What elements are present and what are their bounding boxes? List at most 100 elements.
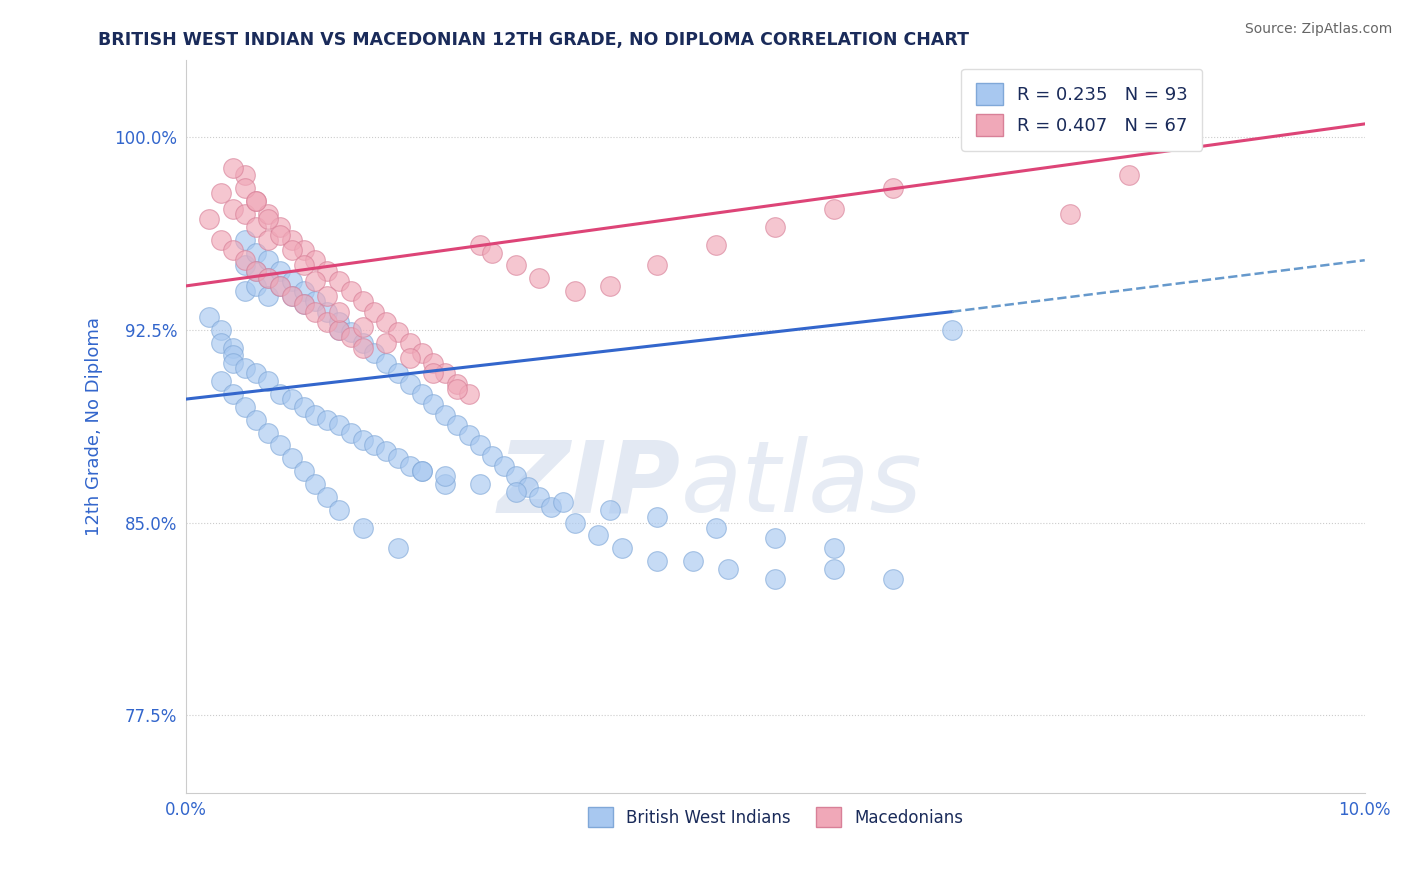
Point <box>257 207 280 221</box>
Point <box>222 387 245 401</box>
Point <box>387 367 409 381</box>
Text: BRITISH WEST INDIAN VS MACEDONIAN 12TH GRADE, NO DIPLOMA CORRELATION CHART: BRITISH WEST INDIAN VS MACEDONIAN 12TH G… <box>98 31 969 49</box>
Point <box>304 304 326 318</box>
Point <box>257 233 280 247</box>
Point <box>1059 207 1081 221</box>
Point <box>233 169 256 183</box>
Point <box>245 194 267 208</box>
Point <box>328 274 350 288</box>
Point <box>516 479 538 493</box>
Point <box>411 346 433 360</box>
Point <box>209 233 232 247</box>
Point <box>233 233 256 247</box>
Point <box>269 279 291 293</box>
Text: atlas: atlas <box>681 436 922 533</box>
Point <box>647 258 669 272</box>
Point <box>599 502 621 516</box>
Point <box>352 294 374 309</box>
Point <box>292 464 315 478</box>
Point <box>375 356 398 370</box>
Point <box>610 541 633 556</box>
Point <box>446 382 468 396</box>
Point <box>245 367 267 381</box>
Point <box>316 413 339 427</box>
Point <box>717 562 740 576</box>
Point <box>269 263 291 277</box>
Point <box>647 510 669 524</box>
Point <box>292 400 315 414</box>
Point <box>340 325 363 339</box>
Point <box>292 243 315 257</box>
Point <box>233 361 256 376</box>
Point <box>588 528 610 542</box>
Point <box>422 356 444 370</box>
Point <box>269 279 291 293</box>
Point <box>328 323 350 337</box>
Point <box>292 284 315 298</box>
Legend: British West Indians, Macedonians: British West Indians, Macedonians <box>579 798 972 836</box>
Point <box>257 212 280 227</box>
Point <box>551 495 574 509</box>
Point <box>682 554 704 568</box>
Point <box>434 367 457 381</box>
Text: ZIP: ZIP <box>498 436 681 533</box>
Point <box>316 263 339 277</box>
Point <box>292 297 315 311</box>
Text: Source: ZipAtlas.com: Source: ZipAtlas.com <box>1244 22 1392 37</box>
Point <box>281 392 304 406</box>
Point <box>269 387 291 401</box>
Point <box>494 458 516 473</box>
Point <box>457 428 479 442</box>
Point <box>434 408 457 422</box>
Point <box>233 253 256 268</box>
Point <box>269 438 291 452</box>
Point <box>340 425 363 440</box>
Point <box>328 323 350 337</box>
Point <box>281 274 304 288</box>
Point <box>446 417 468 432</box>
Point <box>304 253 326 268</box>
Point <box>823 541 845 556</box>
Point <box>257 271 280 285</box>
Point <box>209 323 232 337</box>
Point <box>422 397 444 411</box>
Point <box>222 243 245 257</box>
Point <box>434 477 457 491</box>
Point <box>198 212 221 227</box>
Point <box>222 348 245 362</box>
Point <box>387 451 409 466</box>
Point <box>269 219 291 234</box>
Point <box>233 207 256 221</box>
Point <box>222 356 245 370</box>
Point <box>704 237 727 252</box>
Point <box>328 304 350 318</box>
Point <box>941 323 963 337</box>
Point <box>564 516 586 530</box>
Point <box>340 284 363 298</box>
Point <box>245 263 267 277</box>
Point <box>375 443 398 458</box>
Point <box>292 258 315 272</box>
Point <box>398 376 420 391</box>
Point <box>281 451 304 466</box>
Point <box>529 490 551 504</box>
Point <box>328 315 350 329</box>
Point <box>304 274 326 288</box>
Point <box>233 284 256 298</box>
Point <box>352 521 374 535</box>
Point <box>245 245 267 260</box>
Point <box>328 502 350 516</box>
Point <box>363 304 385 318</box>
Point <box>316 315 339 329</box>
Point <box>292 297 315 311</box>
Point <box>222 341 245 355</box>
Point <box>245 413 267 427</box>
Point <box>222 161 245 175</box>
Point <box>470 438 492 452</box>
Y-axis label: 12th Grade, No Diploma: 12th Grade, No Diploma <box>86 317 103 535</box>
Point <box>363 438 385 452</box>
Point <box>316 289 339 303</box>
Point <box>257 271 280 285</box>
Point <box>198 310 221 324</box>
Point <box>233 258 256 272</box>
